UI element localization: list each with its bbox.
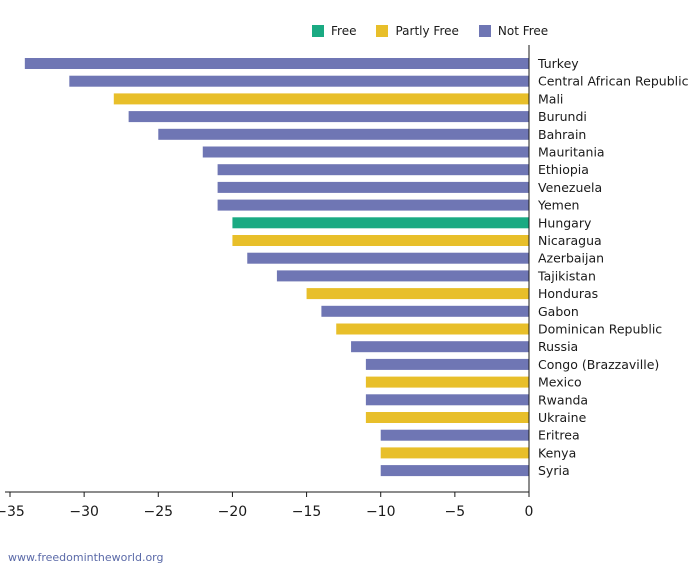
x-tick-label: −5 bbox=[445, 504, 466, 520]
bar-turkey bbox=[24, 58, 529, 69]
category-label: Bahrain bbox=[538, 127, 586, 142]
bar-honduras bbox=[306, 288, 529, 300]
category-label: Mexico bbox=[538, 375, 582, 390]
bar-tajikistan bbox=[276, 270, 529, 282]
x-tick-label: −35 bbox=[0, 504, 25, 520]
x-tick-label: −25 bbox=[144, 504, 174, 520]
x-tick-label: −20 bbox=[218, 504, 248, 520]
category-label: Burundi bbox=[538, 109, 587, 124]
category-label: Venezuela bbox=[538, 180, 602, 195]
bar-russia bbox=[351, 341, 529, 353]
category-label: Mali bbox=[538, 91, 563, 106]
bar-bahrain bbox=[158, 128, 530, 140]
bar-gabon bbox=[321, 305, 529, 317]
category-label: Eritrea bbox=[538, 428, 580, 443]
category-label: Ukraine bbox=[538, 410, 587, 425]
category-label: Gabon bbox=[538, 304, 579, 319]
category-label: Nicaragua bbox=[538, 233, 602, 248]
bar-ukraine bbox=[365, 412, 529, 423]
bar-rwanda bbox=[365, 394, 529, 406]
legend-label-partly-free: Partly Free bbox=[395, 24, 459, 38]
bar-mali bbox=[113, 93, 530, 105]
category-label: Honduras bbox=[538, 286, 598, 301]
bar-mexico bbox=[365, 376, 529, 388]
category-label: Azerbaijan bbox=[538, 251, 604, 266]
bar-hungary bbox=[232, 217, 529, 229]
category-label: Russia bbox=[538, 339, 578, 354]
bar-ethiopia bbox=[217, 164, 529, 176]
category-label: Turkey bbox=[537, 56, 579, 71]
chart-legend: Free Partly Free Not Free bbox=[312, 24, 568, 38]
legend-swatch-free bbox=[312, 25, 324, 37]
category-label: Ethiopia bbox=[538, 162, 589, 177]
category-label: Congo (Brazzaville) bbox=[538, 357, 659, 372]
x-tick-label: −30 bbox=[69, 504, 99, 520]
legend-item-not-free: Not Free bbox=[478, 24, 549, 38]
bar-central-african-republic bbox=[69, 75, 530, 87]
category-label: Tajikistan bbox=[537, 268, 596, 283]
legend-item-partly-free: Partly Free bbox=[376, 24, 459, 38]
bar-mauritania bbox=[202, 146, 529, 158]
bar-venezuela bbox=[217, 181, 529, 193]
bar-kenya bbox=[380, 447, 529, 459]
x-tick-label: −10 bbox=[366, 504, 396, 520]
legend-swatch-partly-free bbox=[376, 25, 389, 37]
legend-item-free: Free bbox=[312, 24, 356, 38]
category-label: Syria bbox=[538, 463, 570, 478]
legend-label-not-free: Not Free bbox=[497, 24, 549, 38]
legend-label-free: Free bbox=[331, 24, 357, 38]
x-tick-label: 0 bbox=[525, 504, 534, 520]
category-label: Yemen bbox=[537, 198, 579, 213]
category-label: Mauritania bbox=[538, 145, 605, 160]
bar-nicaragua bbox=[232, 235, 529, 246]
category-label: Kenya bbox=[538, 445, 576, 460]
bar-yemen bbox=[217, 199, 529, 211]
bar-congo-brazzaville bbox=[365, 358, 529, 370]
legend-swatch-not-free bbox=[478, 25, 491, 37]
category-label: Rwanda bbox=[538, 392, 588, 407]
bar-eritrea bbox=[380, 429, 529, 441]
category-label: Dominican Republic bbox=[538, 322, 662, 337]
bar-dominican-republic bbox=[336, 323, 529, 335]
category-label: Hungary bbox=[538, 215, 592, 230]
bar-azerbaijan bbox=[247, 252, 529, 264]
bar-syria bbox=[380, 465, 529, 477]
source-link[interactable]: www.freedomintheworld.org bbox=[8, 551, 164, 564]
x-tick-label: −15 bbox=[292, 504, 322, 520]
bar-burundi bbox=[128, 111, 529, 123]
category-label: Central African Republic bbox=[538, 74, 689, 89]
